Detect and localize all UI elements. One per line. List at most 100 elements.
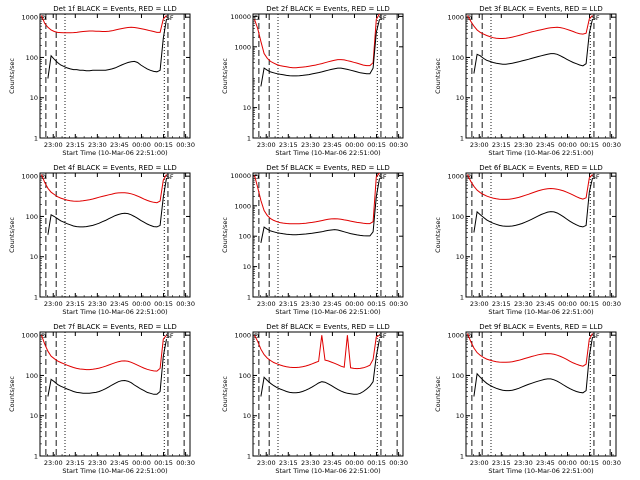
x-tick-label: 00:15 <box>367 141 386 149</box>
y-tick-label: 1 <box>34 135 38 143</box>
series-line-lld <box>41 15 167 34</box>
y-tick-label: 1 <box>247 453 251 461</box>
series-line-events <box>473 18 593 74</box>
marker-label-sf: SF <box>166 173 174 181</box>
x-tick-label: 23:00 <box>257 300 276 308</box>
x-tick-label: 23:45 <box>323 141 342 149</box>
chart-panel-4: Det 4f BLACK = Events, RED = LLD 1 10 100 10… <box>8 164 195 316</box>
plot-frame <box>465 13 617 139</box>
series-line-lld <box>41 174 167 204</box>
x-tick-label: 00:30 <box>176 459 195 467</box>
marker-label-sf: SF <box>379 173 387 181</box>
y-tick-label: 100 <box>452 213 464 221</box>
y-tick-label: 1000 <box>234 43 251 51</box>
marker-label-sf: SF <box>592 173 600 181</box>
series-line-lld <box>467 15 593 39</box>
y-tick-label: 10 <box>456 94 464 102</box>
marker-label-d: D <box>467 173 472 181</box>
y-tick-label: 100 <box>452 372 464 380</box>
y-tick-label: 1000 <box>234 332 251 340</box>
x-tick-label: 00:00 <box>558 459 577 467</box>
x-axis-label: Start Time (10-Mar-06 22:51:00) <box>488 467 593 475</box>
x-tick-label: 00:30 <box>176 141 195 149</box>
x-tick-label: 00:15 <box>154 141 173 149</box>
y-tick-label: 10000 <box>230 13 251 21</box>
x-tick-label: 00:15 <box>154 459 173 467</box>
y-tick-label: 1 <box>247 294 251 302</box>
y-tick-label: 10 <box>456 412 464 420</box>
plot-frame <box>252 331 404 457</box>
y-axis-label: Counts/sec <box>8 376 16 412</box>
chart-panel-1: Det 1f BLACK = Events, RED = LLD 1 10 100 10… <box>8 5 195 157</box>
chart-title: Det 1f BLACK = Events, RED = LLD <box>53 5 176 13</box>
marker-label-sf: SF <box>592 14 600 22</box>
y-tick-label: 10 <box>30 94 38 102</box>
plot-frame <box>39 172 191 298</box>
chart-panel-6: Det 6f BLACK = Events, RED = LLD 1 10 100 10… <box>434 164 621 316</box>
x-tick-label: 00:30 <box>389 141 408 149</box>
x-tick-label: 00:15 <box>367 300 386 308</box>
y-tick-label: 10 <box>30 412 38 420</box>
y-axis-label: Counts/sec <box>434 58 442 94</box>
x-tick-label: 23:00 <box>44 459 63 467</box>
marker-label-d: D <box>254 173 259 181</box>
series-line-events <box>473 177 593 233</box>
y-axis-label: Counts/sec <box>221 376 229 412</box>
y-axis-label: Counts/sec <box>434 376 442 412</box>
x-tick-label: 00:15 <box>367 459 386 467</box>
y-tick-label: 100 <box>26 372 38 380</box>
series-line-events <box>260 339 380 397</box>
y-axis-label: Counts/sec <box>221 217 229 253</box>
x-tick-label: 00:00 <box>558 141 577 149</box>
x-tick-label: 23:00 <box>470 141 489 149</box>
marker-label-sf: SF <box>592 332 600 340</box>
x-axis-label: Start Time (10-Mar-06 22:51:00) <box>62 308 167 316</box>
x-tick-label: 23:00 <box>257 141 276 149</box>
marker-label-d: D <box>467 14 472 22</box>
marker-label-sf: SF <box>166 332 174 340</box>
chart-title: Det 4f BLACK = Events, RED = LLD <box>53 164 176 172</box>
x-tick-label: 00:15 <box>580 300 599 308</box>
y-tick-label: 100 <box>239 233 251 241</box>
marker-label-d: D <box>254 332 259 340</box>
series-line-events <box>47 339 167 397</box>
x-tick-label: 23:00 <box>257 459 276 467</box>
marker-label-d: D <box>254 14 259 22</box>
y-tick-label: 1000 <box>447 332 464 340</box>
chart-panel-8: Det 8f BLACK = Events, RED = LLD 1 10 100 10… <box>221 323 408 475</box>
y-tick-label: 1000 <box>21 173 38 181</box>
x-tick-label: 00:00 <box>558 300 577 308</box>
chart-title: Det 2f BLACK = Events, RED = LLD <box>266 5 389 13</box>
y-axis-label: Counts/sec <box>221 58 229 94</box>
series-line-events <box>47 177 167 235</box>
plot-frame <box>465 172 617 298</box>
x-tick-label: 23:30 <box>301 300 320 308</box>
plot-frame <box>39 13 191 139</box>
series-line-lld <box>467 333 593 367</box>
y-tick-label: 100 <box>26 54 38 62</box>
x-tick-label: 23:00 <box>44 141 63 149</box>
series-line-events <box>260 178 380 243</box>
x-tick-label: 23:30 <box>88 300 107 308</box>
x-tick-label: 23:15 <box>66 141 85 149</box>
x-tick-label: 00:00 <box>345 459 364 467</box>
y-tick-label: 1 <box>34 453 38 461</box>
x-tick-label: 23:30 <box>301 141 320 149</box>
x-axis-label: Start Time (10-Mar-06 22:51:00) <box>275 467 380 475</box>
y-tick-label: 1000 <box>234 202 251 210</box>
marker-label-d: D <box>41 332 46 340</box>
chart-panel-5: Det 5f BLACK = Events, RED = LLD 1 10 100 10… <box>221 164 408 316</box>
x-axis-label: Start Time (10-Mar-06 22:51:00) <box>62 149 167 157</box>
plot-frame <box>465 331 617 457</box>
chart-title: Det 6f BLACK = Events, RED = LLD <box>479 164 602 172</box>
y-axis-label: Counts/sec <box>434 217 442 253</box>
series-line-events <box>47 18 167 79</box>
chart-title: Det 3f BLACK = Events, RED = LLD <box>479 5 602 13</box>
chart-panel-3: Det 3f BLACK = Events, RED = LLD 1 10 100 10… <box>434 5 621 157</box>
x-tick-label: 00:30 <box>602 459 621 467</box>
x-tick-label: 23:45 <box>536 141 555 149</box>
y-tick-label: 10000 <box>230 172 251 180</box>
series-line-events <box>260 19 380 87</box>
y-tick-label: 100 <box>452 54 464 62</box>
